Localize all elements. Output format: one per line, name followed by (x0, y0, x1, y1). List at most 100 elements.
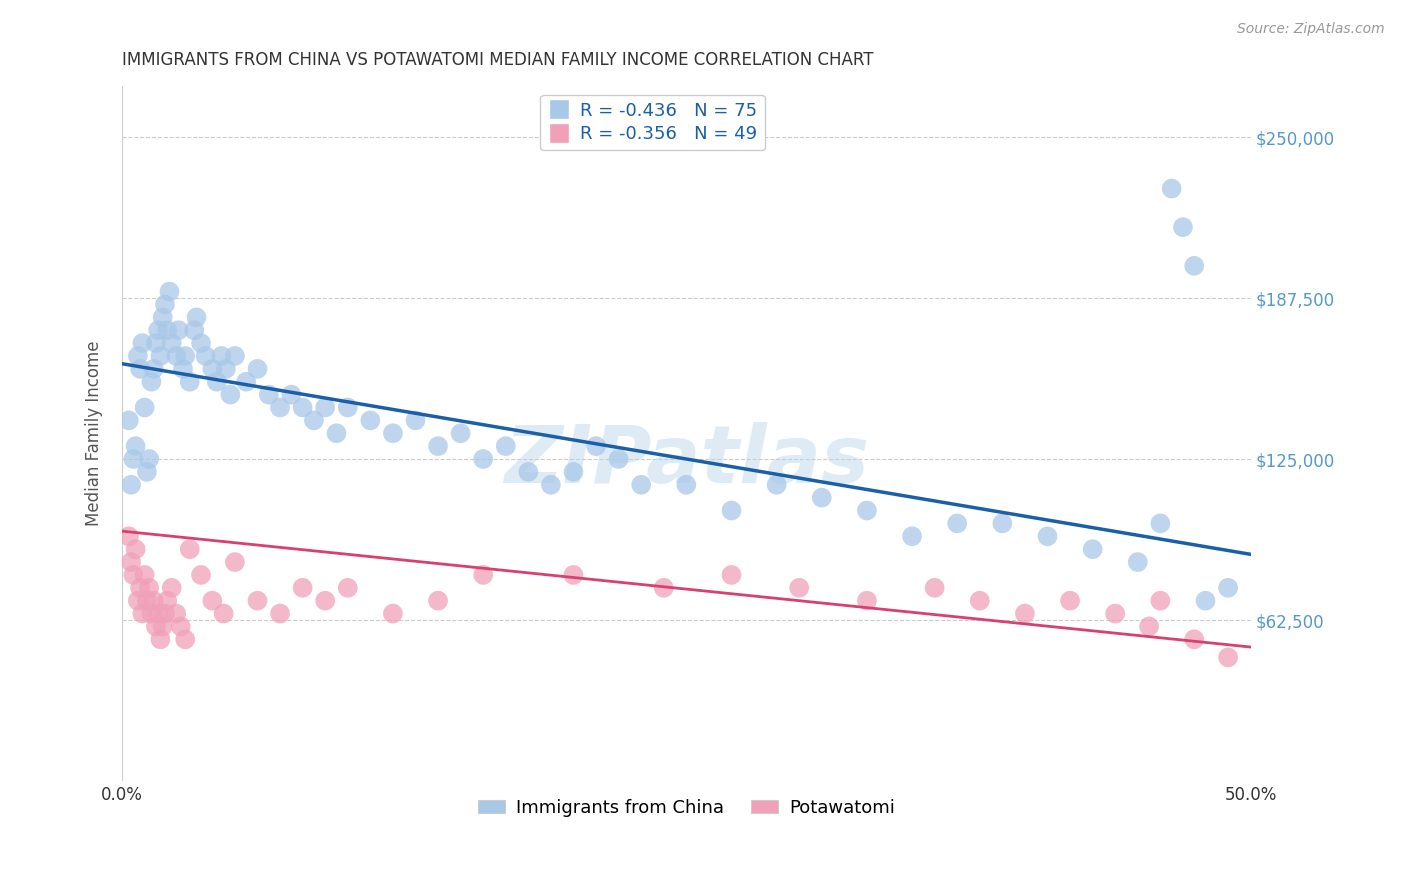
Point (194, 349, 217, 363)
Point (246, 362, 269, 376)
Point (215, 362, 238, 376)
Point (1014, 607, 1036, 621)
Point (186, 310, 208, 325)
Point (1194, 593, 1216, 607)
Text: ZIPatlas: ZIPatlas (503, 422, 869, 500)
Point (787, 581, 810, 595)
Point (810, 491, 832, 505)
Point (209, 349, 232, 363)
Point (156, 323, 179, 337)
Point (427, 439, 450, 453)
Point (205, 375, 228, 389)
Point (336, 401, 359, 415)
Point (134, 401, 156, 415)
Point (152, 310, 174, 325)
Legend: Immigrants from China, Potawatomi: Immigrants from China, Potawatomi (471, 792, 903, 824)
Point (135, 465, 157, 479)
Point (302, 413, 325, 427)
Point (1160, 181, 1182, 195)
Point (124, 439, 146, 453)
Point (1182, 632, 1205, 647)
Point (381, 607, 404, 621)
Point (152, 619, 174, 633)
Point (212, 607, 235, 621)
Point (145, 336, 167, 351)
Point (120, 555, 142, 569)
Point (170, 619, 193, 633)
Point (131, 607, 153, 621)
Point (269, 401, 291, 415)
Point (257, 387, 280, 401)
Point (134, 568, 156, 582)
Point (280, 387, 302, 401)
Point (127, 349, 149, 363)
Point (183, 323, 205, 337)
Point (1081, 542, 1104, 557)
Point (146, 607, 169, 621)
Point (856, 593, 879, 607)
Point (946, 516, 969, 531)
Point (224, 555, 246, 569)
Point (1036, 529, 1059, 543)
Point (1126, 555, 1149, 569)
Point (969, 593, 991, 607)
Point (122, 568, 145, 582)
Point (359, 413, 381, 427)
Point (472, 568, 495, 582)
Point (291, 401, 314, 415)
Point (167, 323, 190, 337)
Point (562, 568, 585, 582)
Point (138, 452, 160, 467)
Point (219, 387, 242, 401)
Point (765, 477, 787, 491)
Point (141, 607, 163, 621)
Point (160, 581, 183, 595)
Point (472, 452, 495, 467)
Point (153, 607, 176, 621)
Point (675, 477, 697, 491)
Point (124, 542, 146, 557)
Point (142, 593, 165, 607)
Point (1171, 220, 1194, 235)
Point (1182, 259, 1205, 273)
Point (450, 426, 472, 441)
Point (165, 349, 187, 363)
Point (336, 581, 359, 595)
Point (405, 413, 427, 427)
Point (146, 323, 169, 337)
Point (924, 581, 946, 595)
Point (201, 593, 224, 607)
Point (720, 568, 742, 582)
Point (174, 349, 197, 363)
Point (141, 375, 163, 389)
Point (156, 593, 179, 607)
Point (127, 593, 149, 607)
Point (314, 593, 336, 607)
Text: Source: ZipAtlas.com: Source: ZipAtlas.com (1237, 22, 1385, 37)
Y-axis label: Median Family Income: Median Family Income (86, 341, 103, 526)
Point (160, 336, 183, 351)
Point (145, 619, 167, 633)
Point (856, 503, 879, 517)
Point (540, 477, 562, 491)
Point (190, 336, 212, 351)
Point (129, 581, 152, 595)
Point (291, 581, 314, 595)
Point (1104, 607, 1126, 621)
Point (314, 401, 336, 415)
Point (720, 503, 742, 517)
Point (224, 349, 246, 363)
Point (427, 593, 450, 607)
Point (131, 336, 153, 351)
Point (149, 349, 172, 363)
Point (138, 581, 160, 595)
Point (118, 413, 141, 427)
Point (1149, 593, 1171, 607)
Point (165, 607, 187, 621)
Point (246, 593, 269, 607)
Point (495, 439, 517, 453)
Point (179, 542, 201, 557)
Point (381, 426, 404, 441)
Point (174, 632, 197, 647)
Point (1137, 619, 1160, 633)
